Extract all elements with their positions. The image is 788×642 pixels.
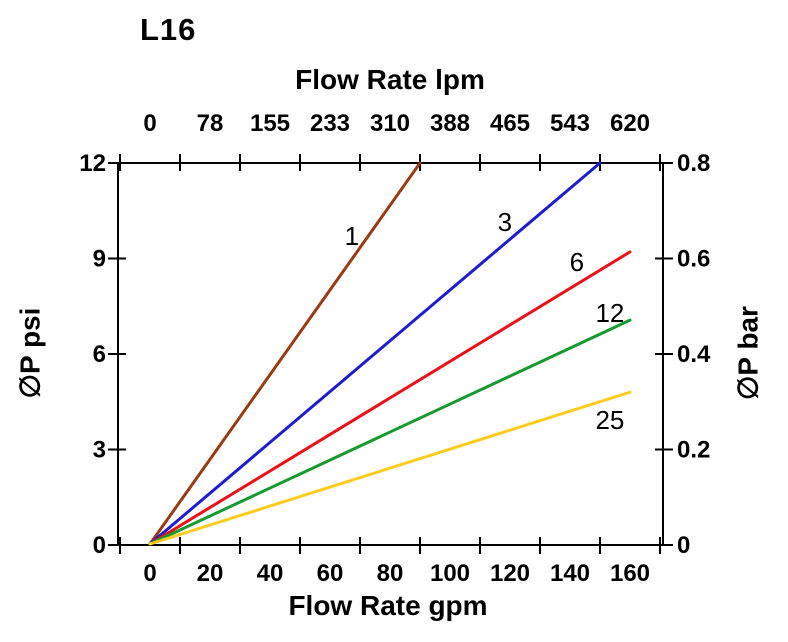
bottom-tick-label: 120 [490,560,530,587]
axis-ticks [108,154,673,554]
data-series [148,161,632,546]
bottom-tick-label: 60 [317,560,344,587]
left-tick-label: 0 [93,532,106,559]
series-line-25 [148,390,632,546]
series-label-1: 1 [345,221,359,251]
series-line-1 [148,161,422,546]
top-tick-label: 465 [490,110,530,137]
bottom-axis-title: Flow Rate gpm [288,590,488,621]
series-line-6 [148,250,632,546]
left-tick-label: 12 [79,150,106,177]
right-tick-label: 0.8 [677,150,710,177]
series-label-3: 3 [498,207,512,237]
top-tick-label: 78 [197,110,224,137]
chart-title: L16 [140,12,197,47]
left-tick-label: 6 [93,341,106,368]
top-tick-label: 388 [430,110,470,137]
series-labels: 1 3 6 12 25 [345,207,625,435]
top-axis-title: Flow Rate lpm [295,64,485,95]
top-tick-label: 155 [250,110,290,137]
bottom-tick-label: 20 [197,560,224,587]
bottom-tick-label: 0 [143,560,156,587]
series-label-6: 6 [570,247,584,277]
top-tick-label: 543 [550,110,590,137]
bottom-tick-label: 160 [610,560,650,587]
top-tick-label: 0 [143,110,156,137]
right-tick-label: 0 [677,532,690,559]
right-tick-label: 0.4 [677,341,711,368]
series-label-25: 25 [595,405,624,435]
bottom-tick-label: 100 [430,560,470,587]
right-tick-label: 0.2 [677,437,710,464]
series-label-12: 12 [595,298,624,328]
right-tick-label: 0.6 [677,246,710,273]
bottom-tick-label: 40 [257,560,284,587]
series-line-12 [148,318,632,546]
left-axis-title: ∅P psi [14,307,46,399]
top-tick-label: 310 [370,110,410,137]
right-axis-title: ∅P bar [732,306,764,400]
bottom-tick-label: 140 [550,560,590,587]
series-line-3 [148,161,602,546]
left-tick-label: 3 [93,437,106,464]
bottom-tick-label: 80 [377,560,404,587]
top-tick-label: 233 [310,110,350,137]
top-tick-label: 620 [610,110,650,137]
plot-frame [117,162,664,546]
left-tick-label: 9 [93,246,106,273]
